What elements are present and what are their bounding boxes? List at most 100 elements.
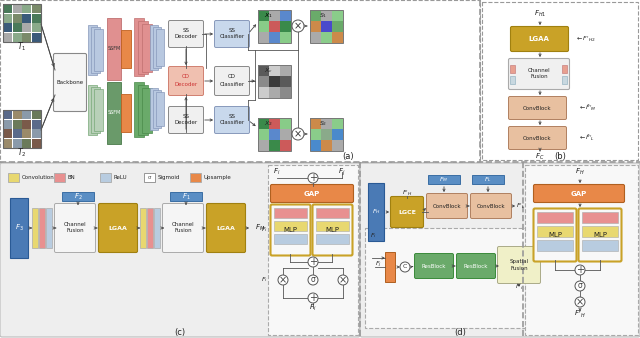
FancyBboxPatch shape xyxy=(3,129,12,138)
Text: (d): (d) xyxy=(454,328,466,337)
FancyBboxPatch shape xyxy=(94,89,103,131)
Text: $X_1$: $X_1$ xyxy=(264,11,273,21)
FancyBboxPatch shape xyxy=(46,208,52,248)
FancyBboxPatch shape xyxy=(509,58,570,90)
Text: ReLU: ReLU xyxy=(114,175,127,180)
Text: $F'_H$: $F'_H$ xyxy=(402,188,412,198)
FancyBboxPatch shape xyxy=(156,29,164,66)
FancyBboxPatch shape xyxy=(147,208,153,248)
FancyBboxPatch shape xyxy=(426,193,467,218)
Text: SSFM: SSFM xyxy=(108,111,120,116)
FancyBboxPatch shape xyxy=(312,204,353,256)
FancyBboxPatch shape xyxy=(258,21,269,32)
FancyBboxPatch shape xyxy=(258,140,269,151)
FancyBboxPatch shape xyxy=(22,110,31,119)
FancyBboxPatch shape xyxy=(153,90,161,128)
FancyBboxPatch shape xyxy=(150,25,158,70)
FancyBboxPatch shape xyxy=(310,32,321,43)
Text: $F_j$: $F_j$ xyxy=(375,260,382,270)
FancyBboxPatch shape xyxy=(168,67,204,96)
Text: ResBlock: ResBlock xyxy=(464,264,488,268)
FancyBboxPatch shape xyxy=(54,53,86,112)
Circle shape xyxy=(292,20,304,32)
FancyBboxPatch shape xyxy=(10,198,28,258)
FancyBboxPatch shape xyxy=(168,106,204,134)
FancyBboxPatch shape xyxy=(510,65,515,73)
FancyBboxPatch shape xyxy=(13,120,22,129)
FancyBboxPatch shape xyxy=(470,193,511,218)
FancyBboxPatch shape xyxy=(280,10,291,21)
FancyBboxPatch shape xyxy=(509,97,566,120)
Circle shape xyxy=(308,173,318,183)
FancyBboxPatch shape xyxy=(99,203,138,252)
FancyBboxPatch shape xyxy=(390,196,424,227)
FancyBboxPatch shape xyxy=(156,92,164,126)
FancyBboxPatch shape xyxy=(321,10,332,21)
Text: MLP: MLP xyxy=(593,232,607,238)
Circle shape xyxy=(400,262,410,272)
FancyBboxPatch shape xyxy=(134,18,144,76)
FancyBboxPatch shape xyxy=(368,183,384,241)
Text: (c): (c) xyxy=(175,328,186,337)
Text: $S_1$: $S_1$ xyxy=(319,11,327,21)
Text: Channel: Channel xyxy=(528,68,550,72)
FancyBboxPatch shape xyxy=(190,173,201,182)
FancyBboxPatch shape xyxy=(100,173,111,182)
Text: SS: SS xyxy=(228,114,236,119)
Circle shape xyxy=(308,293,318,303)
Text: +: + xyxy=(576,265,584,275)
Text: Backbone: Backbone xyxy=(56,79,84,84)
Text: Fusion: Fusion xyxy=(66,228,84,234)
FancyBboxPatch shape xyxy=(280,129,291,140)
FancyBboxPatch shape xyxy=(274,208,307,218)
Text: +: + xyxy=(309,173,317,183)
FancyBboxPatch shape xyxy=(13,129,22,138)
FancyBboxPatch shape xyxy=(321,118,332,129)
FancyBboxPatch shape xyxy=(280,87,291,98)
Text: Channel: Channel xyxy=(172,221,195,226)
Text: Convolution: Convolution xyxy=(22,175,55,180)
FancyBboxPatch shape xyxy=(22,129,31,138)
FancyBboxPatch shape xyxy=(316,221,349,231)
FancyBboxPatch shape xyxy=(31,120,41,129)
FancyBboxPatch shape xyxy=(214,106,250,134)
FancyBboxPatch shape xyxy=(170,192,202,201)
Text: SS: SS xyxy=(182,114,189,119)
FancyBboxPatch shape xyxy=(271,204,310,256)
FancyBboxPatch shape xyxy=(582,240,618,251)
Text: $F_H$: $F_H$ xyxy=(575,167,585,177)
Text: CD: CD xyxy=(228,74,236,79)
FancyBboxPatch shape xyxy=(269,65,280,76)
Text: $S_2$: $S_2$ xyxy=(319,120,327,128)
FancyBboxPatch shape xyxy=(271,185,353,202)
Text: $F'_L$: $F'_L$ xyxy=(516,201,525,211)
FancyBboxPatch shape xyxy=(258,129,269,140)
Text: $F'_H$: $F'_H$ xyxy=(574,308,586,320)
FancyBboxPatch shape xyxy=(472,175,504,184)
FancyBboxPatch shape xyxy=(91,87,100,133)
FancyBboxPatch shape xyxy=(163,203,204,252)
Text: CD: CD xyxy=(182,74,190,79)
FancyBboxPatch shape xyxy=(144,173,155,182)
FancyBboxPatch shape xyxy=(579,209,621,262)
Text: ×: × xyxy=(279,275,287,285)
FancyBboxPatch shape xyxy=(13,14,22,23)
FancyBboxPatch shape xyxy=(280,65,291,76)
FancyBboxPatch shape xyxy=(510,76,515,84)
FancyBboxPatch shape xyxy=(511,26,568,51)
Text: (a): (a) xyxy=(342,152,354,162)
FancyBboxPatch shape xyxy=(107,18,121,80)
FancyBboxPatch shape xyxy=(321,140,332,151)
FancyBboxPatch shape xyxy=(88,25,97,75)
Circle shape xyxy=(308,275,318,285)
FancyBboxPatch shape xyxy=(138,21,148,74)
FancyBboxPatch shape xyxy=(13,4,22,14)
FancyBboxPatch shape xyxy=(321,21,332,32)
FancyBboxPatch shape xyxy=(153,27,161,68)
Text: $T_1$: $T_1$ xyxy=(17,41,27,53)
FancyBboxPatch shape xyxy=(280,21,291,32)
FancyBboxPatch shape xyxy=(214,21,250,48)
Text: SS: SS xyxy=(182,27,189,32)
FancyBboxPatch shape xyxy=(134,82,144,137)
FancyBboxPatch shape xyxy=(258,118,269,129)
